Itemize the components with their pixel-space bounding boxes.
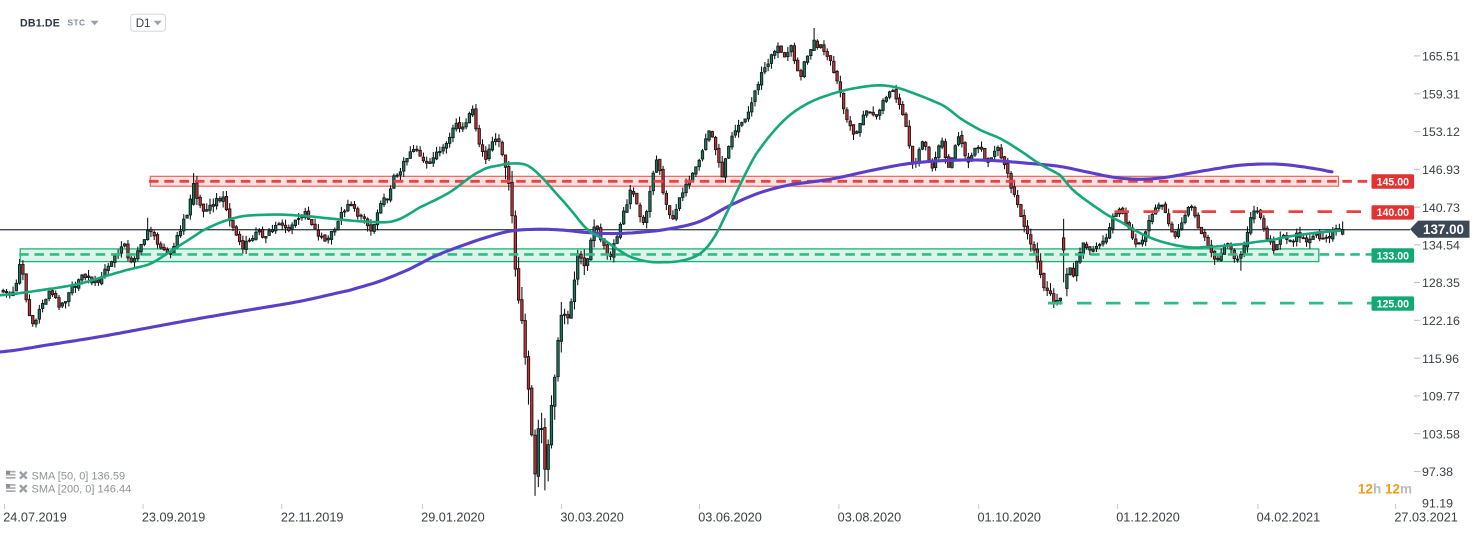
svg-text:153.12: 153.12 [1422,125,1460,139]
svg-text:137.00: 137.00 [1423,222,1464,237]
svg-text:122.16: 122.16 [1422,314,1460,328]
svg-text:103.58: 103.58 [1422,427,1460,441]
svg-text:STC: STC [68,17,86,27]
svg-text:01.12.2020: 01.12.2020 [1116,511,1180,525]
svg-text:27.03.2021: 27.03.2021 [1394,511,1458,525]
svg-text:128.35: 128.35 [1422,276,1460,290]
svg-text:109.77: 109.77 [1422,390,1460,404]
svg-text:145.00: 145.00 [1377,176,1410,188]
svg-text:12h 12m: 12h 12m [1358,481,1412,496]
svg-text:D1: D1 [136,17,151,30]
svg-text:SMA [50, 0] 136.59: SMA [50, 0] 136.59 [32,470,126,482]
svg-text:133.00: 133.00 [1377,250,1410,262]
svg-text:91.19: 91.19 [1422,497,1453,511]
svg-text:30.03.2020: 30.03.2020 [560,511,624,525]
svg-text:140.73: 140.73 [1422,201,1460,215]
svg-text:125.00: 125.00 [1377,298,1410,310]
svg-text:134.54: 134.54 [1422,239,1460,253]
svg-text:159.31: 159.31 [1422,87,1460,101]
svg-text:03.06.2020: 03.06.2020 [698,511,762,525]
svg-text:DB1.DE: DB1.DE [20,18,60,30]
svg-text:SMA [200, 0] 146.44: SMA [200, 0] 146.44 [32,484,132,496]
svg-text:23.09.2019: 23.09.2019 [142,511,206,525]
svg-text:97.38: 97.38 [1422,465,1453,479]
svg-text:140.00: 140.00 [1377,207,1410,219]
svg-text:22.11.2019: 22.11.2019 [281,511,344,525]
svg-text:146.93: 146.93 [1422,163,1460,177]
svg-text:115.96: 115.96 [1422,352,1459,366]
svg-text:01.10.2020: 01.10.2020 [977,511,1041,525]
svg-text:04.02.2021: 04.02.2021 [1257,511,1321,525]
svg-text:24.07.2019: 24.07.2019 [3,511,67,525]
svg-text:165.51: 165.51 [1422,50,1460,64]
svg-text:03.08.2020: 03.08.2020 [838,511,902,525]
svg-text:29.01.2020: 29.01.2020 [421,511,485,525]
